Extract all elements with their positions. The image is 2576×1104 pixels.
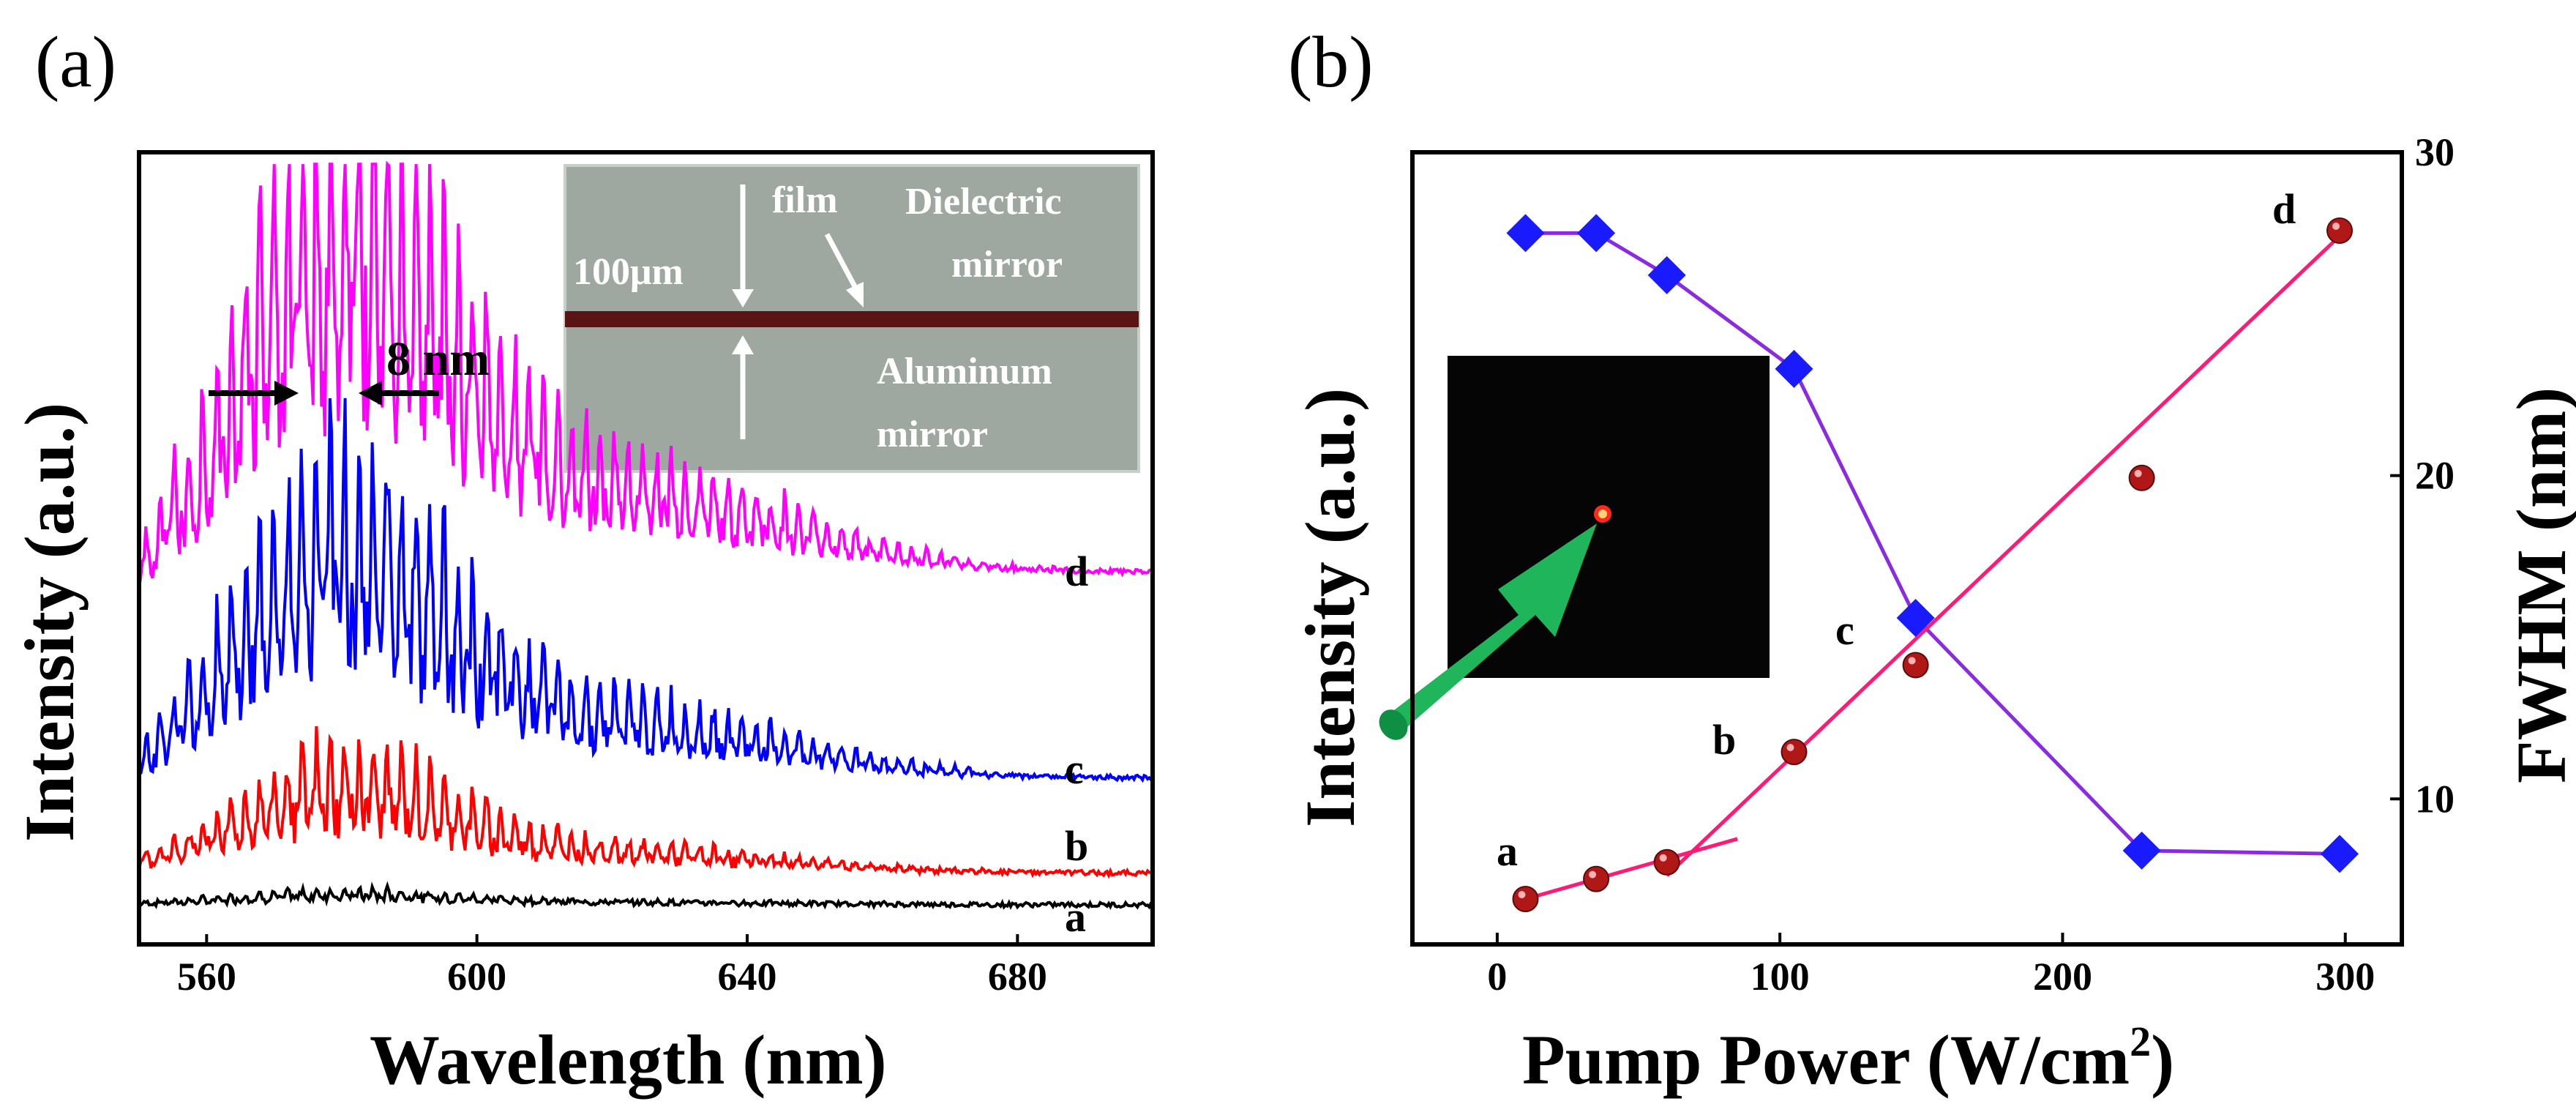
panel-label-a: (a) [35, 21, 116, 102]
x-tick-label-a-0: 560 [177, 955, 236, 999]
intensity-point-highlight-0 [1518, 891, 1526, 898]
fwhm-point-6 [2321, 835, 2359, 873]
fwhm-point-4 [1896, 598, 1935, 637]
fwhm-point-0 [1506, 214, 1545, 253]
spectrum-d [138, 160, 1153, 589]
y-axis-title-b-right: FWHM (nm) [2502, 387, 2576, 783]
inset-label-dielectric: Dielectric [905, 181, 1062, 223]
intensity-point-highlight-5 [2134, 469, 2142, 477]
inset-label-aluminum-2: mirror [877, 414, 988, 455]
spectrum-a [138, 881, 1153, 911]
point-label-a: a [1497, 827, 1518, 875]
y-tick-label-b-2: 30 [2415, 130, 2455, 174]
plot-frame-b [1410, 150, 2404, 947]
intensity-point-4 [1902, 652, 1929, 679]
point-label-d: d [2272, 185, 2296, 233]
plot-b-group [1506, 214, 2359, 912]
inset-photo: 100μm film Dielectric mirror Aluminum mi… [564, 164, 1140, 473]
x-tick-label-b-2: 200 [2033, 955, 2092, 999]
intensity-point-1 [1583, 865, 1610, 892]
y-tick-label-b-1: 20 [2415, 454, 2455, 498]
y-axis-title-b-left: Intensity (a.u.) [1291, 388, 1369, 827]
intensity-fit-low [1524, 837, 1738, 901]
fwhm-point-1 [1577, 214, 1616, 253]
annotation-8nm: 8 nm [386, 332, 490, 386]
intensity-point-2 [1653, 848, 1680, 876]
intensity-point-highlight-3 [1786, 744, 1794, 752]
spectrum-c [138, 398, 1154, 783]
spectra-group [138, 160, 1154, 911]
intensity-point-highlight-6 [2332, 223, 2340, 230]
film-layer [565, 311, 1139, 327]
y-tick-label-b-0: 10 [2415, 777, 2455, 821]
point-label-b: b [1712, 716, 1736, 764]
inset-label-thickness: 100μm [573, 251, 684, 293]
x-axis-title-b: Pump Power (W/cm2) [1522, 1018, 2174, 1099]
x-tick-label-a-1: 600 [447, 955, 506, 999]
intensity-point-5 [2128, 464, 2155, 491]
intensity-point-highlight-4 [1908, 657, 1916, 665]
fwhm-point-5 [2122, 831, 2161, 870]
x-tick-label-a-3: 680 [988, 955, 1047, 999]
intensity-point-6 [2326, 217, 2354, 244]
intensity-point-3 [1781, 739, 1808, 766]
fwhm-point-2 [1647, 256, 1686, 294]
green-arrow-icon [1385, 523, 1597, 732]
x-tick-label-b-1: 100 [1751, 955, 1810, 999]
curve-label-a: a [1065, 893, 1086, 941]
intensity-point-highlight-2 [1659, 854, 1667, 862]
plot-frame-a [137, 150, 1155, 947]
ticks-b: 0 100 200 300 10 20 30 [1487, 130, 2455, 999]
intensity-fit-high [1665, 229, 2347, 877]
curve-label-d: d [1065, 548, 1088, 595]
x-axis-title-a: Wavelength (nm) [370, 1021, 887, 1099]
x-tick-label-b-0: 0 [1487, 955, 1507, 999]
y-axis-title-a: Intensity (a.u.) [10, 403, 89, 842]
camera-inset [1379, 356, 1770, 740]
inset-label-film: film [772, 179, 838, 221]
x-ticks-a: 560 600 640 680 [177, 934, 1047, 999]
intensity-point-0 [1512, 886, 1539, 912]
curve-label-b: b [1065, 822, 1088, 870]
inset-label-dielectric-2: mirror [951, 244, 1063, 286]
inset-label-aluminum: Aluminum [877, 351, 1052, 392]
linewidth-annotation: 8 nm [209, 332, 490, 406]
x-tick-label-a-2: 640 [718, 955, 777, 999]
x-tick-label-b-3: 300 [2315, 955, 2375, 999]
panel-label-b: (b) [1288, 21, 1374, 102]
fwhm-point-3 [1775, 349, 1813, 388]
intensity-point-highlight-1 [1589, 870, 1597, 879]
spectrum-b [138, 726, 1153, 879]
point-label-c: c [1835, 606, 1854, 654]
curve-label-c: c [1065, 745, 1084, 793]
